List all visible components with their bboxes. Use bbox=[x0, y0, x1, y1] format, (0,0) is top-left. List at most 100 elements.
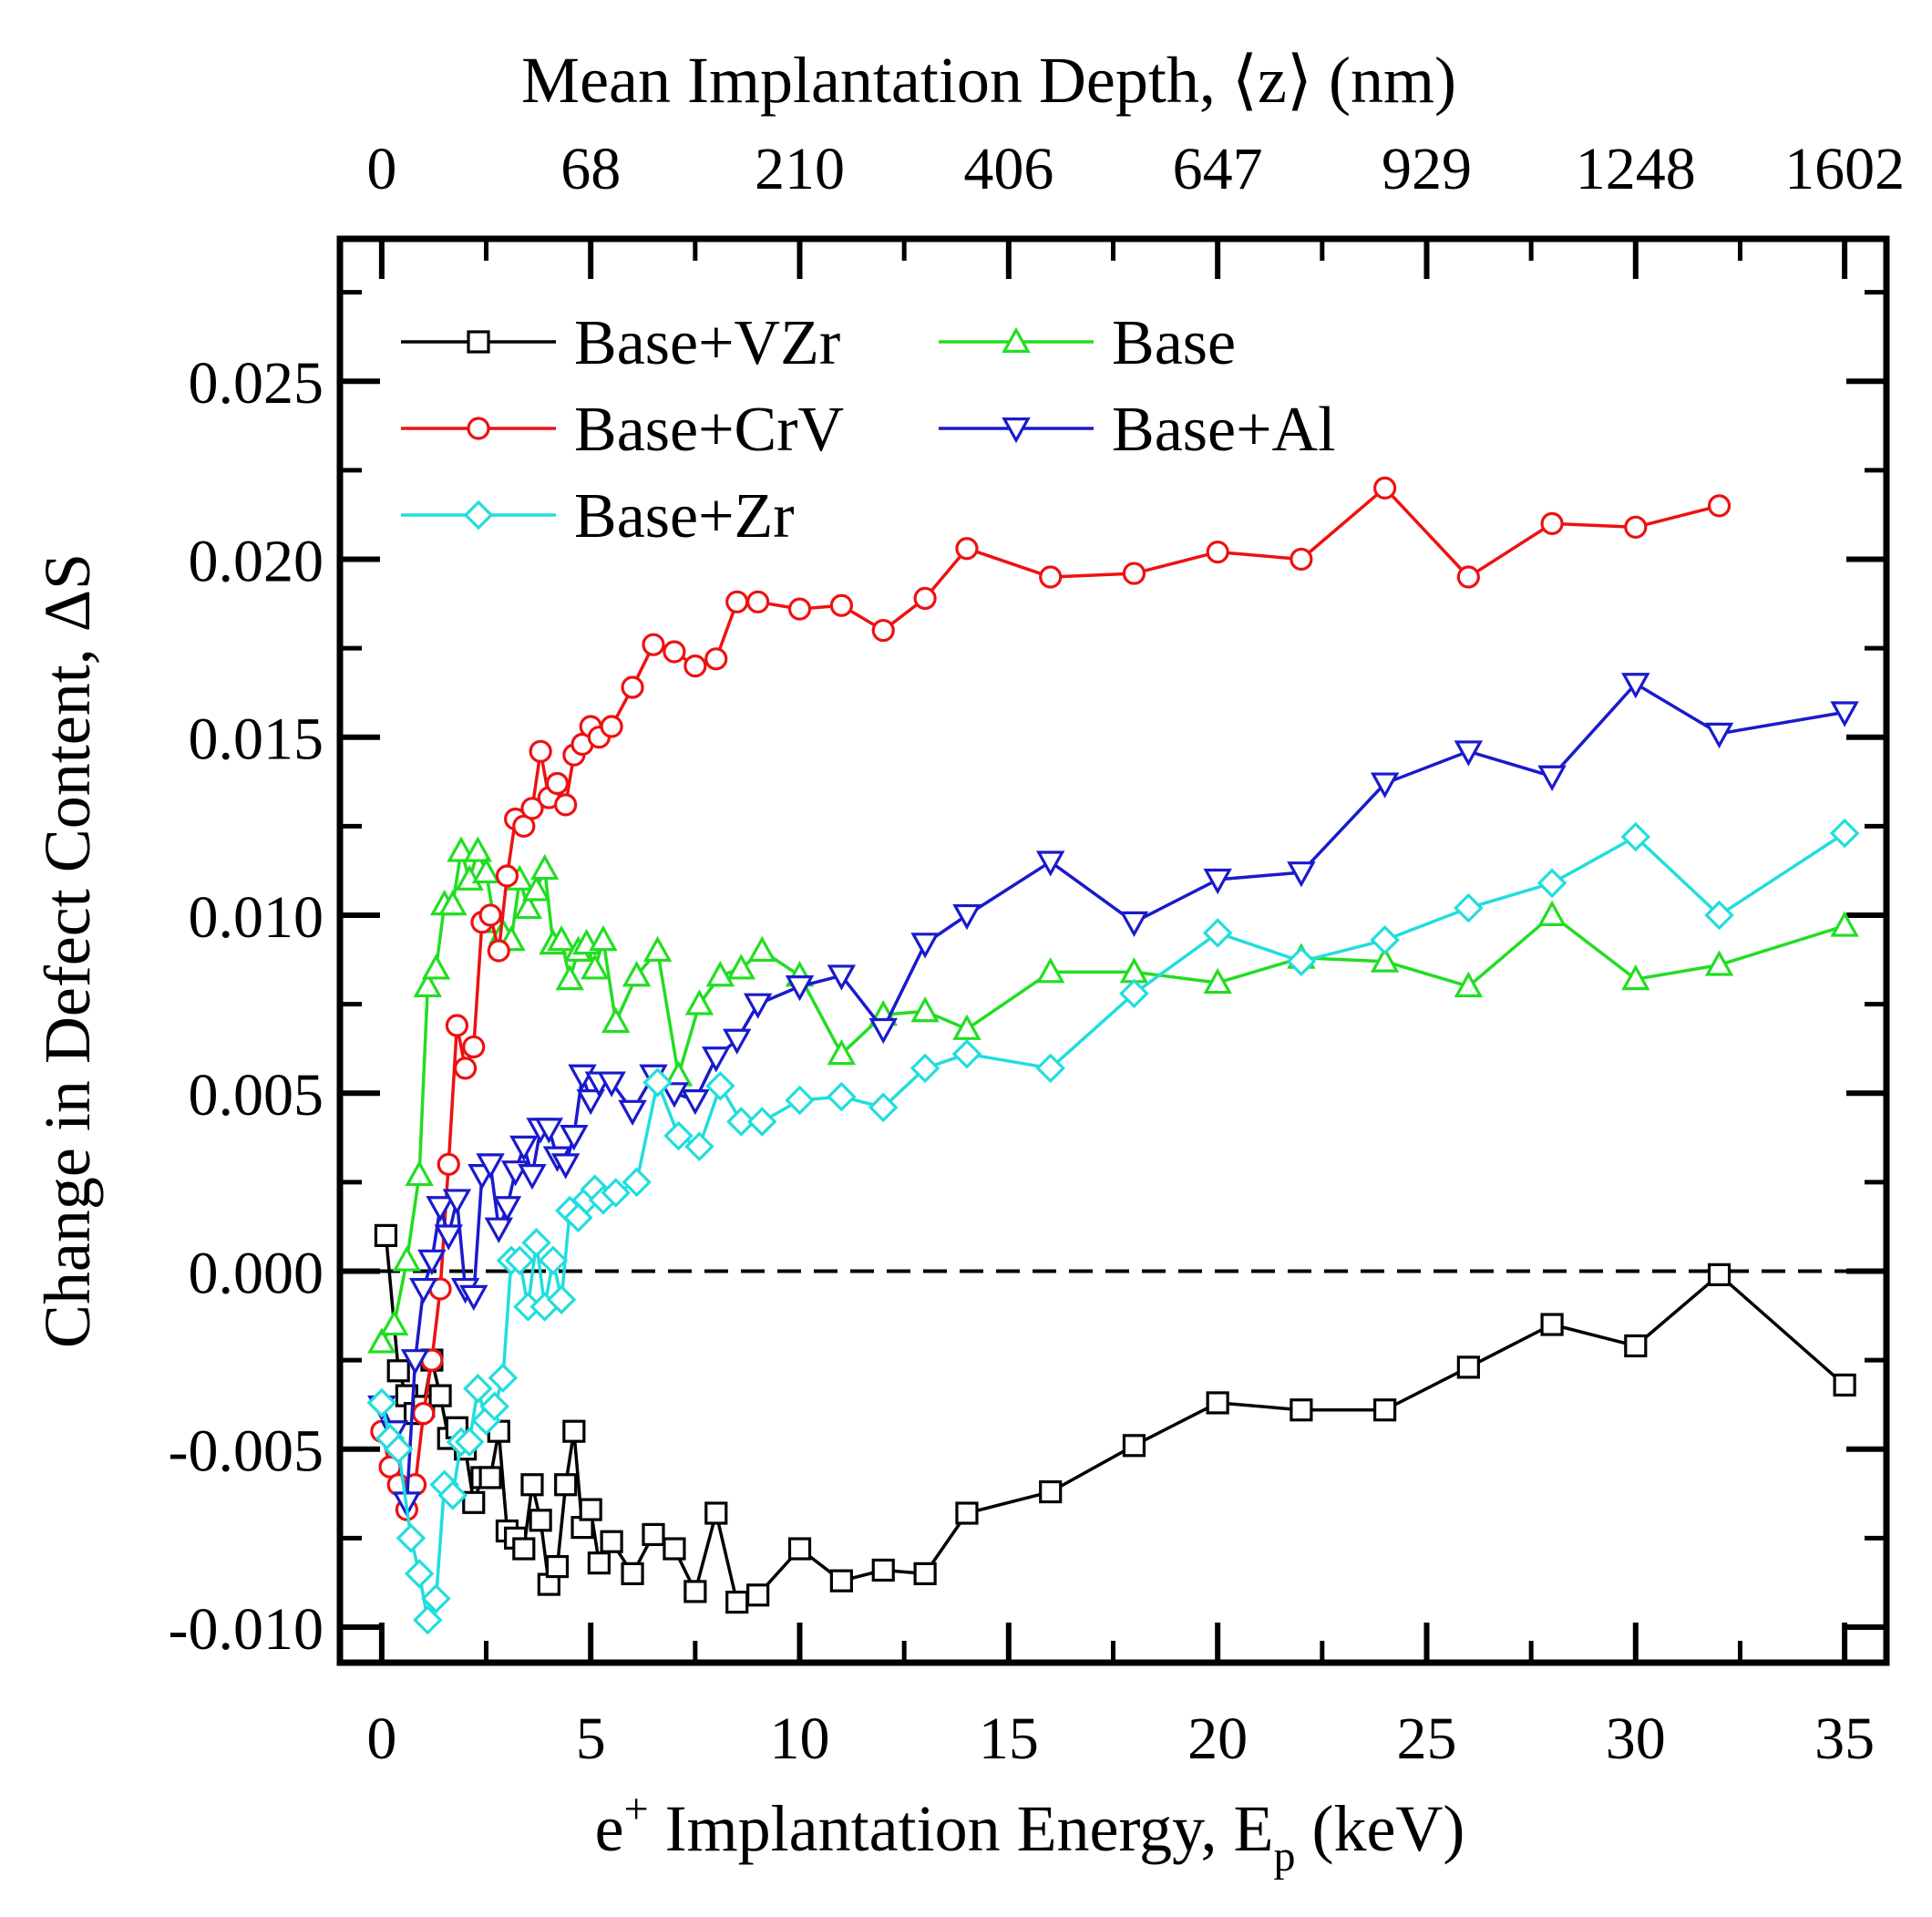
data-point bbox=[1707, 494, 1732, 518]
data-point bbox=[1704, 950, 1734, 976]
data-point bbox=[702, 1046, 731, 1073]
data-point bbox=[1830, 701, 1859, 727]
data-point bbox=[421, 1583, 451, 1613]
data-point bbox=[1370, 925, 1400, 955]
data-point bbox=[546, 1284, 577, 1314]
data-point bbox=[562, 1419, 586, 1443]
data-point bbox=[1830, 911, 1859, 937]
xlabel-end: (keV) bbox=[1295, 1792, 1464, 1865]
data-point bbox=[576, 1089, 605, 1116]
data-point bbox=[684, 1131, 714, 1162]
axis-ticks bbox=[340, 239, 1886, 1663]
data-point bbox=[1373, 476, 1397, 500]
data-point bbox=[642, 935, 673, 963]
y-tick-label: 0.025 bbox=[189, 350, 324, 417]
data-point bbox=[476, 1153, 505, 1180]
data-point bbox=[1537, 765, 1567, 791]
x2-tick-label: 68 bbox=[560, 136, 621, 202]
xlabel-sub: p bbox=[1273, 1832, 1295, 1881]
y-tick-label: 0.020 bbox=[189, 528, 324, 594]
data-point bbox=[1122, 1434, 1146, 1458]
data-point bbox=[478, 1466, 502, 1489]
data-point bbox=[913, 1561, 937, 1585]
data-point bbox=[530, 853, 560, 881]
data-point bbox=[642, 633, 665, 656]
data-point bbox=[663, 1120, 694, 1151]
data-point bbox=[827, 1081, 857, 1112]
data-point bbox=[1540, 1313, 1564, 1336]
data-point bbox=[554, 793, 578, 817]
data-point bbox=[1039, 1479, 1063, 1504]
data-point bbox=[1454, 971, 1484, 998]
data-point bbox=[392, 1245, 422, 1272]
data-point bbox=[829, 1569, 853, 1592]
data-point bbox=[1704, 722, 1734, 749]
data-point bbox=[1039, 565, 1063, 589]
data-point bbox=[538, 1245, 569, 1275]
data-point bbox=[471, 857, 501, 884]
data-point bbox=[421, 953, 451, 980]
data-point bbox=[621, 1561, 644, 1585]
data-point bbox=[520, 797, 544, 820]
data-point bbox=[910, 933, 940, 959]
x-tick-label: 30 bbox=[1606, 1706, 1666, 1772]
legend: Base+VZr Base Base+CrV Base+Al Base+Zr bbox=[401, 308, 1336, 551]
data-point bbox=[1829, 818, 1860, 849]
data-point bbox=[1370, 772, 1400, 799]
data-point bbox=[509, 1135, 539, 1162]
bottom-axis-title: e+ Implantation Energy, Ep (keV) bbox=[595, 1785, 1465, 1881]
data-point bbox=[1119, 978, 1149, 1009]
data-point bbox=[1624, 515, 1648, 539]
series-line bbox=[380, 849, 1845, 1344]
data-point bbox=[704, 1501, 728, 1525]
data-point bbox=[597, 1071, 626, 1098]
data-point bbox=[479, 1391, 509, 1422]
legend-item: Base+CrV bbox=[401, 395, 844, 465]
x2-tick-label: 210 bbox=[755, 136, 845, 202]
data-point bbox=[725, 1591, 749, 1614]
series-base-vzr bbox=[374, 1223, 1856, 1614]
data-point bbox=[1456, 1355, 1480, 1379]
data-point bbox=[445, 1014, 469, 1037]
data-point bbox=[447, 836, 476, 862]
data-point bbox=[492, 1196, 522, 1222]
legend-item: Base+Zr bbox=[401, 481, 795, 551]
y-axis-title: Change in Defect Content, ΔS bbox=[31, 553, 104, 1348]
data-point bbox=[827, 1038, 857, 1066]
data-point bbox=[1454, 892, 1484, 923]
legend-label: Base+CrV bbox=[574, 395, 844, 465]
data-point bbox=[484, 1217, 514, 1243]
data-point bbox=[1035, 957, 1065, 984]
data-point bbox=[437, 1480, 468, 1510]
data-point bbox=[1206, 541, 1229, 564]
data-point bbox=[529, 739, 552, 763]
data-point bbox=[1373, 1398, 1397, 1422]
data-point bbox=[1035, 850, 1065, 877]
data-point bbox=[622, 1167, 652, 1198]
data-point bbox=[746, 590, 770, 613]
data-point bbox=[560, 1125, 589, 1151]
data-point bbox=[1621, 673, 1650, 699]
data-point bbox=[413, 971, 443, 998]
data-point bbox=[913, 586, 937, 611]
data-point bbox=[871, 618, 895, 643]
data-point bbox=[550, 1153, 581, 1180]
data-point bbox=[453, 1056, 478, 1080]
series-base-crv bbox=[370, 476, 1732, 1521]
data-point bbox=[1456, 565, 1480, 589]
data-point bbox=[438, 889, 468, 916]
data-point bbox=[868, 1017, 898, 1045]
data-point bbox=[554, 1473, 578, 1497]
xlabel-main: e bbox=[595, 1792, 624, 1865]
data-point bbox=[622, 961, 652, 987]
data-point bbox=[487, 939, 510, 963]
y-tick-label: 0.000 bbox=[189, 1240, 324, 1306]
data-point bbox=[513, 892, 543, 920]
data-point bbox=[1620, 821, 1651, 852]
x-tick-label: 35 bbox=[1814, 1706, 1875, 1772]
data-point bbox=[404, 1559, 435, 1589]
legend-label: Base bbox=[1112, 308, 1236, 378]
series-base-zr bbox=[366, 818, 1860, 1635]
data-point bbox=[683, 654, 707, 678]
data-point bbox=[1621, 964, 1650, 991]
